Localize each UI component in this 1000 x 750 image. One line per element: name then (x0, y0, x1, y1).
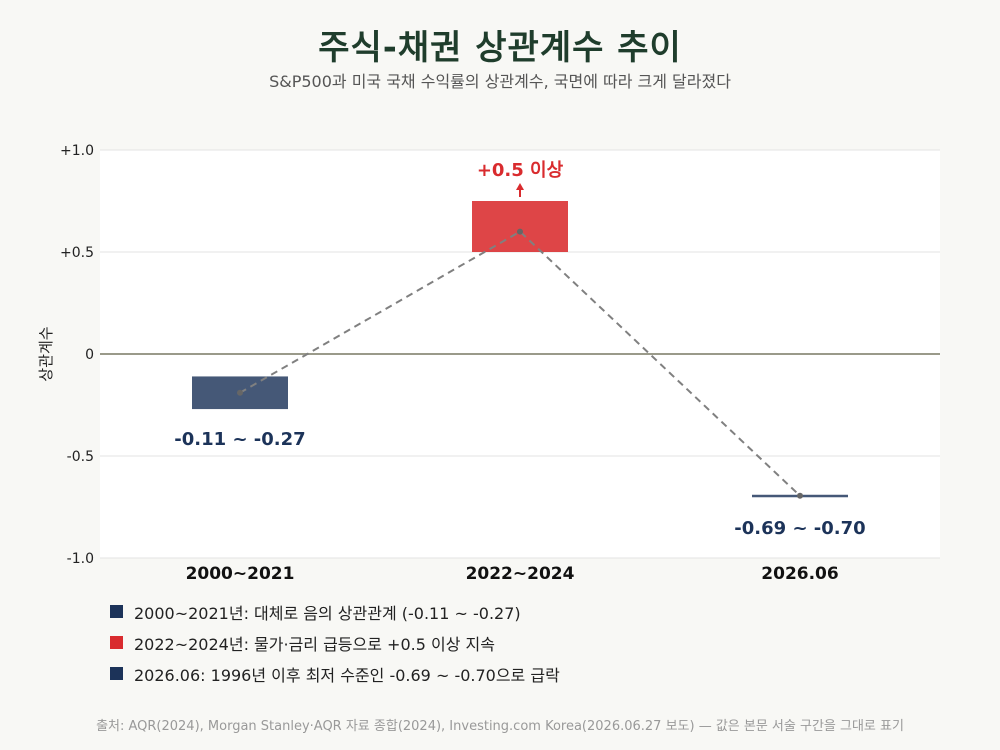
legend-swatch (110, 605, 123, 618)
chart-subtitle: S&P500과 미국 국채 수익률의 상관계수, 국면에 따라 크게 달라졌다 (269, 72, 731, 91)
value-label: -0.69 ~ -0.70 (734, 518, 865, 539)
x-category-label: 2000~2021 (186, 564, 295, 584)
y-axis-label: 상관계수 (37, 326, 55, 381)
legend-label: 2000~2021년: 대체로 음의 상관관계 (-0.11 ~ -0.27) (134, 603, 521, 623)
y-tick-label: 0 (85, 347, 94, 363)
x-category-label: 2026.06 (761, 564, 838, 584)
legend-label: 2026.06: 1996년 이후 최저 수준인 -0.69 ~ -0.70으로… (134, 665, 560, 685)
value-label: +0.5 이상 (477, 160, 564, 181)
legend-swatch (110, 636, 123, 649)
y-tick-label: +1.0 (60, 143, 94, 159)
trend-connector-line (239, 230, 801, 497)
y-tick-label: -0.5 (67, 449, 94, 465)
legend-item-2022-2024: 2022~2024년: 물가·금리 급등으로 +0.5 이상 지속 (110, 627, 560, 658)
correlation-chart: +1.0 +0.5 0 -0.5 -1.0 상관계수 -0.11 ~ -0.27 +0.5 이… (37, 143, 940, 584)
legend-item-2026-06: 2026.06: 1996년 이후 최저 수준인 -0.69 ~ -0.70으로… (110, 658, 560, 689)
bar-2022-2024 (472, 201, 568, 252)
legend-label: 2022~2024년: 물가·금리 급등으로 +0.5 이상 지속 (134, 634, 495, 654)
legend: 2000~2021년: 대체로 음의 상관관계 (-0.11 ~ -0.27) … (110, 596, 560, 689)
trend-point (517, 228, 523, 235)
x-category-label: 2022~2024 (466, 564, 575, 584)
trend-point (797, 492, 803, 499)
source-footer: 출처: AQR(2024), Morgan Stanley·AQR 자료 종합(… (96, 719, 904, 734)
legend-item-2000-2021: 2000~2021년: 대체로 음의 상관관계 (-0.11 ~ -0.27) (110, 596, 560, 627)
legend-swatch (110, 667, 123, 680)
value-label: -0.11 ~ -0.27 (174, 429, 305, 450)
chart-title: 주식-채권 상관계수 추이 (318, 28, 682, 68)
up-arrow-head-icon (516, 183, 524, 190)
y-tick-label: +0.5 (60, 245, 94, 261)
y-tick-label: -1.0 (67, 551, 94, 567)
trend-point (237, 389, 243, 396)
